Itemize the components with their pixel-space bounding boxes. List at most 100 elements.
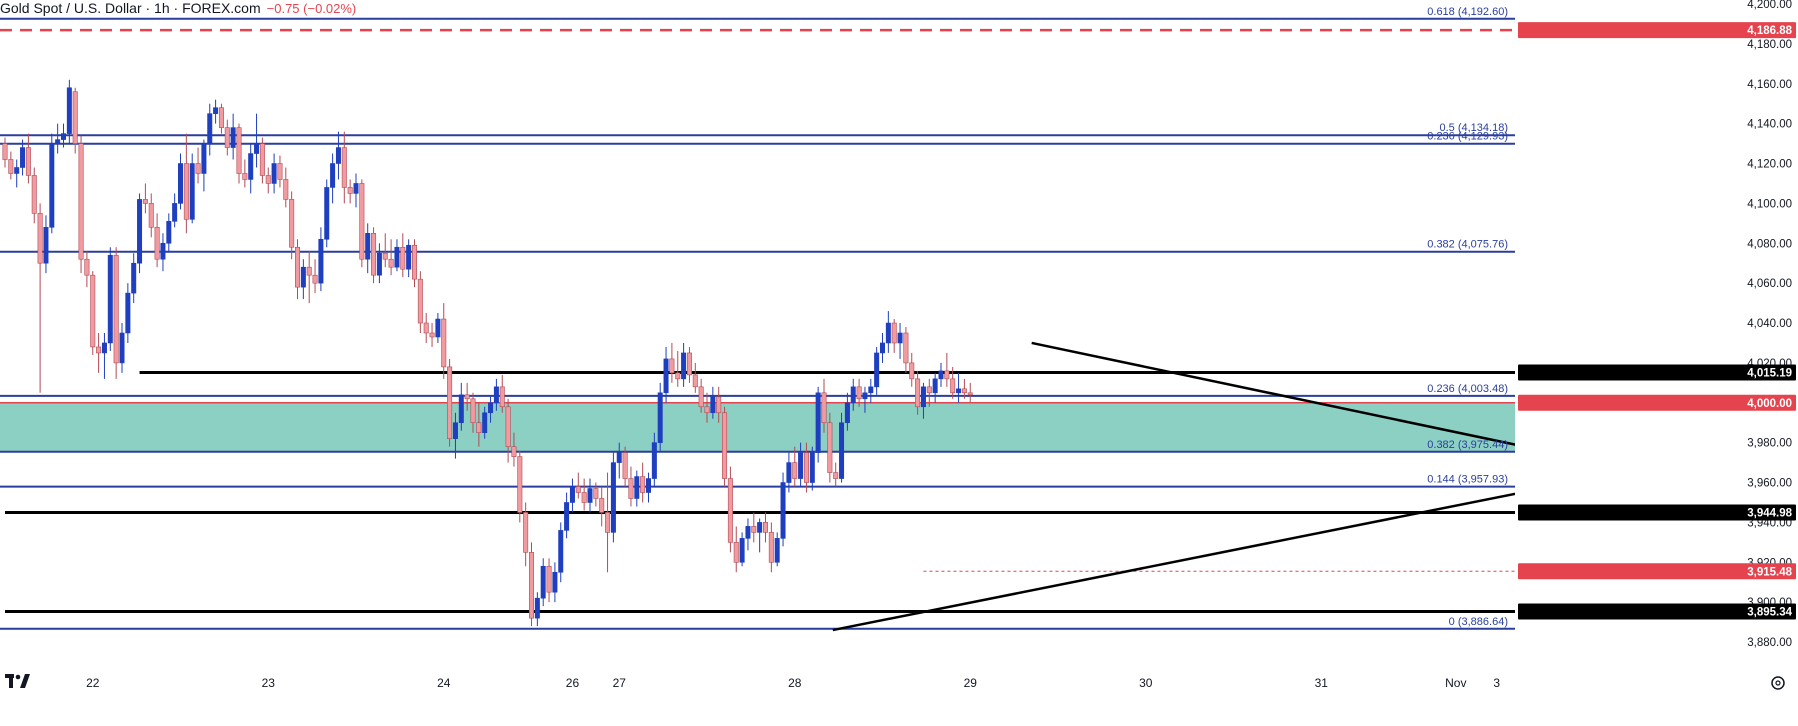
candle	[60, 123, 66, 148]
candle	[72, 87, 78, 154]
price-tick-label: 4,120.00	[1747, 159, 1792, 171]
candle	[897, 323, 903, 359]
candle	[14, 159, 20, 188]
candle	[599, 486, 605, 527]
time-tick-label: 28	[788, 676, 802, 690]
candle	[675, 350, 681, 387]
candle	[581, 478, 587, 511]
tradingview-logo-icon[interactable]	[4, 670, 34, 692]
candle	[628, 466, 634, 507]
price-tick-label: 3,960.00	[1747, 478, 1792, 490]
candle	[107, 247, 113, 351]
symbol-title[interactable]: Gold Spot / U.S. Dollar · 1h · FOREX.com	[0, 0, 261, 16]
price-badge: 3,915.48	[1518, 563, 1796, 580]
candle	[640, 462, 646, 503]
price-badge: 4,186.88	[1518, 22, 1796, 39]
candle	[458, 382, 464, 431]
fib-level-label: 0.618 (4,192.60)	[1427, 6, 1508, 18]
candle	[844, 392, 850, 431]
candle	[751, 512, 757, 543]
time-tick-label: 23	[262, 676, 276, 690]
candle	[388, 239, 394, 276]
candle	[891, 319, 897, 353]
candle	[236, 123, 242, 184]
candle	[634, 470, 640, 507]
price-badge: 3,944.98	[1518, 504, 1796, 521]
candle	[318, 227, 324, 292]
candle	[605, 472, 611, 573]
candle	[78, 135, 84, 274]
candle	[616, 442, 622, 479]
candle	[195, 147, 201, 184]
candle	[84, 251, 90, 288]
candle	[745, 518, 751, 551]
candle	[967, 382, 973, 403]
time-tick-label: 30	[1139, 676, 1153, 690]
candle	[569, 478, 575, 513]
time-tick-label: Nov	[1445, 676, 1466, 690]
candle	[879, 332, 885, 363]
candle	[441, 303, 447, 379]
price-tick-label: 4,080.00	[1747, 238, 1792, 250]
candle	[101, 332, 107, 379]
candle	[306, 251, 312, 304]
candle	[166, 213, 172, 252]
candle	[201, 139, 207, 192]
candle	[798, 442, 804, 487]
time-tick-label: 22	[86, 676, 100, 690]
candle	[786, 452, 792, 493]
trendline	[1031, 341, 1582, 460]
price-badges-layer: 4,186.88 4,000.00 3,915.48 4,015.19 3,944.98…	[1518, 22, 1796, 620]
candle	[862, 386, 868, 413]
candle	[189, 153, 195, 224]
candle	[324, 179, 330, 248]
candle	[353, 173, 359, 208]
candle	[558, 522, 564, 583]
candle	[429, 323, 435, 347]
candle	[341, 131, 347, 204]
candle	[739, 532, 745, 567]
candle	[727, 466, 733, 553]
settings-gear-icon[interactable]	[1771, 676, 1785, 690]
candle	[406, 239, 412, 278]
support-zone-layer	[0, 402, 1515, 452]
candle	[142, 183, 148, 214]
fib-level-label: 0.5 (4,134.18)	[1440, 122, 1509, 134]
fib-level-label: 0.236 (4,129.93)	[1427, 131, 1508, 143]
candle	[259, 137, 265, 184]
candle	[294, 239, 300, 300]
chart-header: Gold Spot / U.S. Dollar · 1h · FOREX.com…	[0, 0, 363, 17]
candle	[856, 378, 862, 407]
candle	[885, 311, 891, 353]
fib-level-label: 0.382 (3,975.44)	[1427, 439, 1508, 451]
candle	[49, 133, 55, 234]
candle	[376, 243, 382, 284]
candle	[435, 313, 441, 343]
candle	[926, 378, 932, 407]
candle	[944, 352, 950, 387]
candle	[359, 179, 365, 268]
svg-text:4,015.19: 4,015.19	[1747, 367, 1792, 379]
time-axis[interactable]: 22 23 24 26 27 28 29 30 31 Nov 3	[0, 660, 1785, 726]
candle	[394, 239, 400, 272]
candle	[762, 512, 768, 543]
candle	[119, 323, 125, 373]
candle	[909, 352, 915, 387]
candle	[803, 442, 809, 493]
price-badge: 4,000.00	[1518, 394, 1796, 411]
support-zone	[0, 402, 1515, 452]
price-tick-label: 4,060.00	[1747, 278, 1792, 290]
candle	[207, 103, 213, 156]
candle	[148, 193, 154, 238]
candle	[43, 215, 49, 274]
candle	[774, 532, 780, 567]
price-tick-label: 4,160.00	[1747, 79, 1792, 91]
candle	[868, 378, 874, 403]
price-tick-label: 3,980.00	[1747, 438, 1792, 450]
levels-layer	[0, 17, 1515, 630]
candle	[528, 542, 534, 627]
candle	[183, 133, 189, 234]
candle	[827, 412, 833, 483]
candle	[815, 386, 821, 463]
